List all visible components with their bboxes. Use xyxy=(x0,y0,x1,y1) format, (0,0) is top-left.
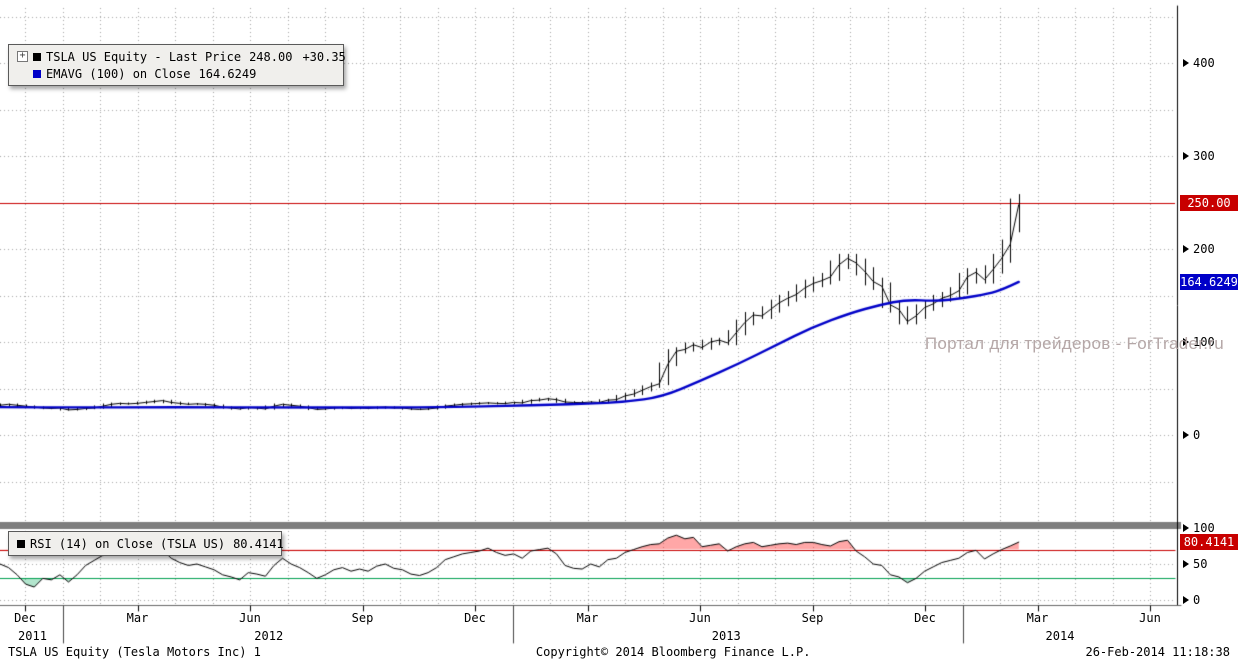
series-change-price: +30.35 xyxy=(302,49,346,64)
series-label-emavg: EMAVG (100) on Close xyxy=(46,66,191,81)
footer-timestamp: 26-Feb-2014 11:18:38 xyxy=(1085,645,1230,659)
legend-row-emavg[interactable]: EMAVG (100) on Close 164.6249 xyxy=(17,65,335,82)
series-label-price: TSLA US Equity - Last Price xyxy=(46,49,242,64)
legend-row-rsi[interactable]: RSI (14) on Close (TSLA US) 80.4141 xyxy=(17,535,284,552)
legend-rsi[interactable]: RSI (14) on Close (TSLA US) 80.4141 xyxy=(8,531,284,556)
series-marker-price-icon xyxy=(33,52,41,61)
series-label-rsi: RSI (14) on Close (TSLA US) xyxy=(30,536,226,551)
footer-security: TSLA US Equity (Tesla Motors Inc) 1 xyxy=(8,645,261,659)
series-value-price: 248.00 xyxy=(249,49,293,64)
series-marker-emavg-icon xyxy=(33,69,41,78)
legend-row-price[interactable]: + TSLA US Equity - Last Price 248.00 +30… xyxy=(17,48,346,65)
series-value-rsi: 80.4141 xyxy=(233,536,284,551)
series-value-emavg: 164.6249 xyxy=(198,66,257,81)
footer: TSLA US Equity (Tesla Motors Inc) 1 Copy… xyxy=(0,645,1238,659)
series-marker-rsi-icon xyxy=(17,539,25,548)
footer-copyright: Copyright© 2014 Bloomberg Finance L.P. xyxy=(535,645,811,659)
legend-main[interactable]: + TSLA US Equity - Last Price 248.00 +30… xyxy=(8,44,346,86)
expand-node-icon[interactable]: + xyxy=(17,51,28,62)
